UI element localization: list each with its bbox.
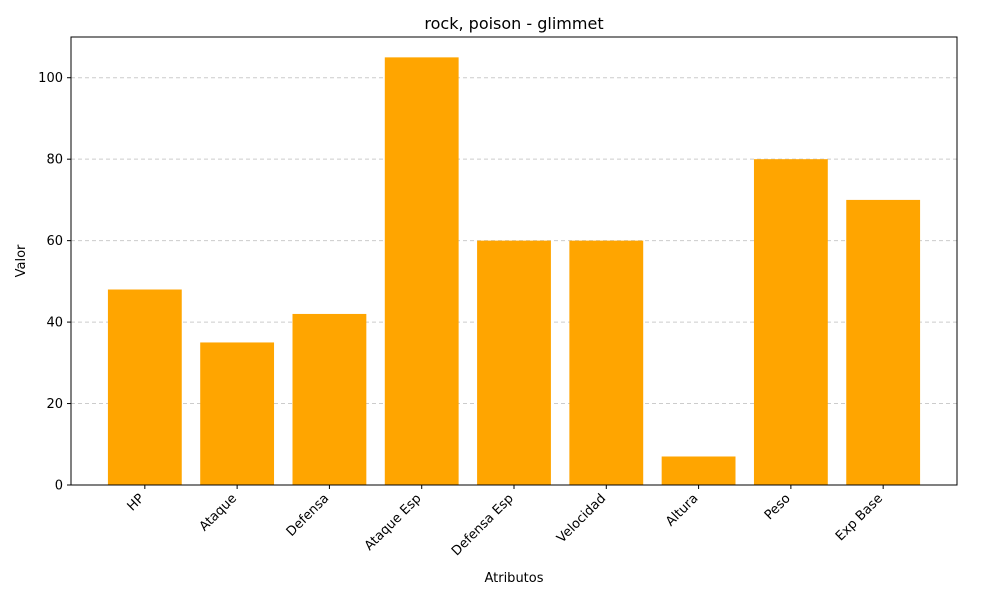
bar [292,313,367,485]
x-tick-label: Velocidad [554,491,609,546]
bar [846,199,921,485]
bar [477,240,551,485]
x-tick-label: Peso [762,491,794,523]
x-axis-label: Atributos [484,571,543,586]
bar [200,342,275,485]
y-axis: 0 20 40 60 80 100 [38,71,71,494]
x-tick-label: Defensa [284,491,332,539]
bar [107,289,182,485]
y-tick-label: 40 [46,316,63,331]
x-axis: HP Ataque Defensa Ataque Esp Defensa Esp Velo… [125,485,886,559]
y-tick-label: 60 [46,234,63,249]
x-tick-label: Defensa Esp [449,491,517,559]
x-tick-label: Exp Base [833,491,886,544]
chart-title: rock, poison - glimmet [424,14,603,33]
y-tick-label: 0 [55,479,63,494]
y-axis-label: Valor [14,244,29,277]
x-tick-label: Ataque [197,491,240,534]
y-tick-label: 100 [38,71,63,86]
x-tick-label: Ataque Esp [362,491,425,554]
x-tick-label: Altura [663,491,701,529]
bar [753,159,828,485]
y-tick-label: 80 [46,153,63,168]
x-tick-label: HP [125,491,148,514]
bars [107,57,921,485]
bar [661,456,736,485]
bar [569,240,644,485]
y-tick-label: 20 [46,397,63,412]
bar [384,57,459,485]
